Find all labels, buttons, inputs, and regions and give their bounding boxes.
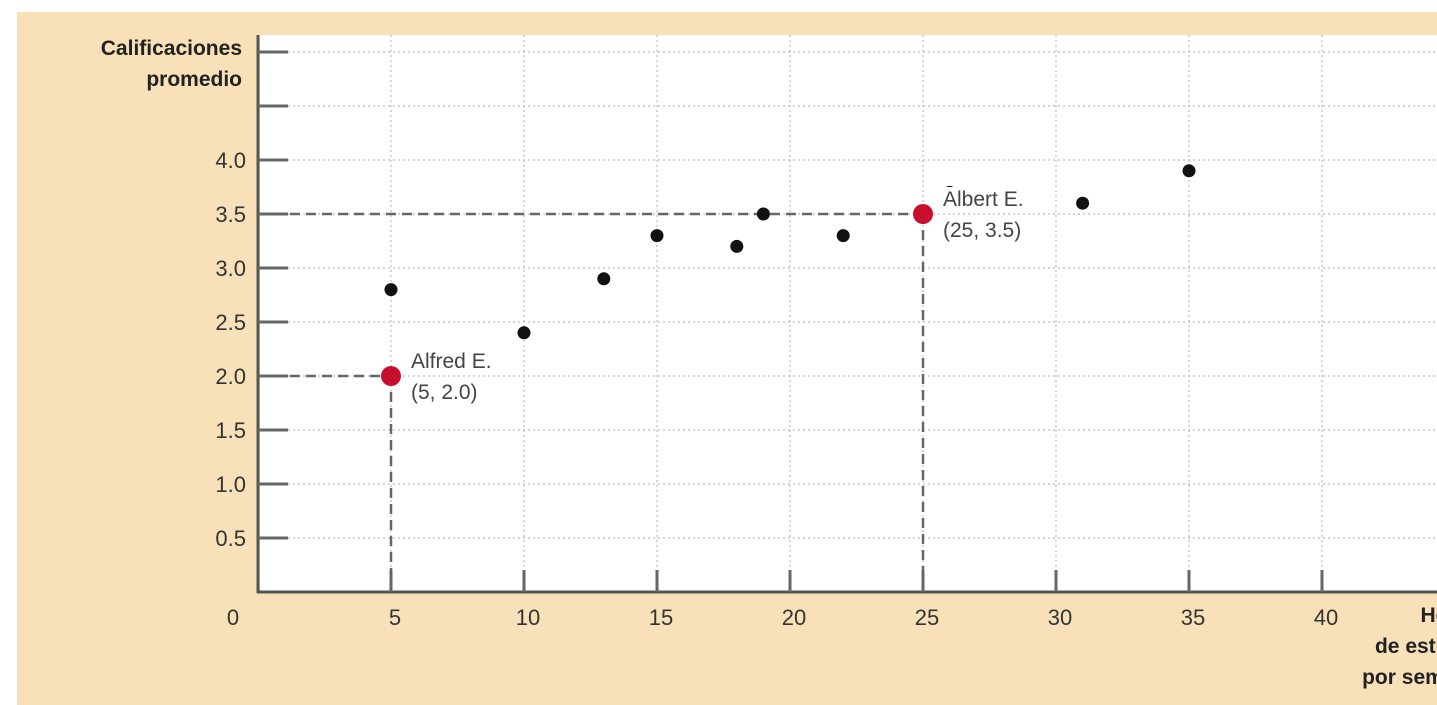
- y-tick-label: 3.5: [215, 202, 246, 227]
- y-axis-label: Calificaciones promedio: [20, 33, 242, 95]
- data-point: [517, 326, 531, 340]
- highlighted-points: Alfred E. (5, 2.0) Albert E. (25, 3.5): [381, 187, 1026, 405]
- x-tick-label: 35: [1181, 605, 1205, 630]
- data-point: [1076, 196, 1090, 210]
- x-axis-label-line-1: Horas: [1420, 604, 1437, 627]
- data-point: [384, 283, 398, 297]
- y-tick-label: 4.0: [215, 148, 246, 173]
- x-tick-label: 5: [389, 605, 401, 630]
- x-tick-label: 15: [649, 605, 673, 630]
- y-tick-label: 2.0: [215, 364, 246, 389]
- origin-label: 0: [227, 605, 239, 630]
- grid-lines: [258, 35, 1437, 592]
- y-axis-label-line-1: Calificaciones: [100, 37, 242, 60]
- point-label-coords: (25, 3.5): [943, 219, 1021, 242]
- x-tick-label: 30: [1048, 605, 1072, 630]
- data-point: [730, 239, 744, 253]
- highlighted-point: [381, 366, 401, 386]
- y-tick-label: 1.0: [215, 472, 246, 497]
- x-tick-label: 40: [1314, 605, 1338, 630]
- plot-area: [260, 35, 1437, 592]
- data-point: [597, 272, 611, 286]
- y-axis-label-line-2: promedio: [146, 68, 242, 91]
- tick-labels: 0.5 1.0 1.5 2.0 2.5 3.0 3.5 4.0 5 10 15 20 25 30 35 40 0: [215, 148, 1338, 630]
- point-label-backdrop: [409, 380, 480, 405]
- guide-lines: [258, 212, 925, 592]
- point-label-backdrop: [941, 218, 1024, 243]
- data-point: [1182, 164, 1196, 178]
- x-axis-label-line-3: por semana: [1362, 666, 1437, 689]
- data-point: [836, 229, 850, 243]
- y-tick-label: 1.5: [215, 418, 246, 443]
- point-label-backdrop: [941, 187, 1026, 212]
- point-label-backdrop: [409, 349, 494, 374]
- x-axis-label: Horas de estudio por semana: [1240, 600, 1437, 693]
- point-label-name: Alfred E.: [411, 350, 492, 373]
- x-tick-label: 20: [782, 605, 806, 630]
- axes: [256, 35, 1437, 594]
- point-label-name: Albert E.: [943, 188, 1024, 211]
- x-tick-label: 25: [915, 605, 939, 630]
- data-point: [756, 207, 770, 221]
- y-tick-label: 2.5: [215, 310, 246, 335]
- data-point: [650, 229, 664, 243]
- highlighted-point: [913, 204, 933, 224]
- point-label-coords: (5, 2.0): [411, 381, 478, 404]
- y-tick-label: 3.0: [215, 256, 246, 281]
- x-tick-label: 10: [516, 605, 540, 630]
- y-tick-label: 0.5: [215, 526, 246, 551]
- x-axis-label-line-2: de estudio: [1374, 635, 1437, 658]
